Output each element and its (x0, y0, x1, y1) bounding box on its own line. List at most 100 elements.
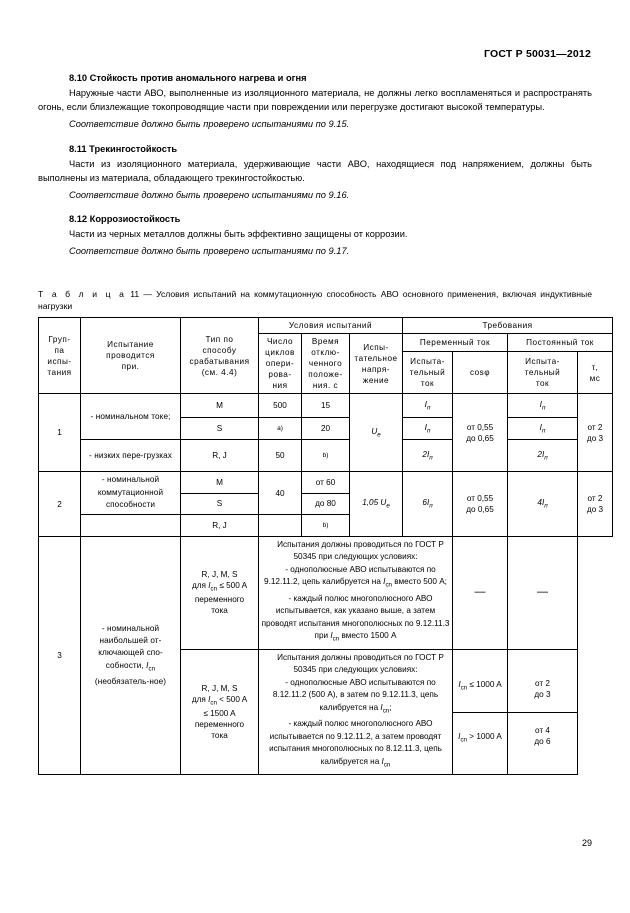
group3b-tau-2: от 4 до 6 (508, 713, 577, 759)
table-header-row-1: Груп- па испы- тания Испытание проводитс… (38, 317, 614, 395)
group1-ac-current-value-rj: 2Iп (422, 449, 433, 462)
header-type-line2: способу (202, 345, 237, 355)
page-number: 29 (581, 838, 592, 848)
group2-tau-line1: от 2 (587, 494, 603, 504)
section-body-8-10: Наружные части АВО, выполненные из изоля… (38, 88, 592, 113)
group2-number: 2 (38, 471, 81, 537)
group2-cos-phi: от 0,55 до 0,65 (452, 471, 508, 537)
group3b-dc-current-1: Icn ≤ 1000 A (453, 661, 507, 713)
group1-voltage-value: Uе (371, 426, 381, 439)
table-row: 1 - номинальном токе; M 500 15 Uе Iп от … (38, 393, 614, 473)
group1-type-m: M (180, 393, 259, 419)
header-ac-current-line1: Испыта- (410, 357, 445, 367)
test-conditions-table: Груп- па испы- тания Испытание проводитс… (38, 317, 614, 776)
group2-cycles: 40 (258, 471, 302, 515)
header-dc-current-line3: ток (535, 379, 550, 389)
header-test-conducted-at: Испытание проводится при. (80, 317, 181, 395)
group3a-procedure-p3: - каждый полюс многополюсного АВО испыты… (261, 593, 450, 644)
group3a-dc-current: — (452, 535, 508, 650)
group1-offtime-m: 15 (301, 393, 350, 419)
group3b-type-line3: ≤ 1500 A (203, 709, 236, 719)
table-caption-number: 11 (130, 288, 140, 299)
group3b-procedure-p1: Испытания должны проводиться по ГОСТ Р 5… (277, 652, 444, 675)
group2-tau-line2: до 3 (586, 505, 604, 515)
header-test-at-line1: Испытание (107, 340, 154, 350)
header-type-line3: срабатывания (189, 356, 250, 366)
table-row: 2 - номинальной коммутационной способнос… (38, 471, 614, 537)
header-group-line2: па (54, 345, 65, 355)
header-cycles-line3: опери- (265, 359, 295, 369)
header-tau-line2: мс (589, 373, 601, 383)
section-title-8-11: 8.11 Трекингостойкость (69, 143, 178, 154)
group2-voltage-value: 1,05 Uе (362, 497, 390, 510)
group3a-type: R, J, M, S для Icn ≤ 500 A переменного т… (180, 535, 259, 650)
table-caption-text: Условия испытаний на коммутационную спос… (38, 288, 592, 312)
header-cycles-line4: рова- (268, 370, 292, 380)
group1-offtime-s: 20 (301, 417, 350, 441)
group3b-tau-2-line2: до 6 (534, 736, 551, 746)
group3a-procedure-p1: Испытания должны проводиться по ГОСТ Р 5… (277, 539, 444, 562)
group3b-tau-1-line2: до 3 (534, 689, 551, 699)
group3a-type-line1: R, J, M, S (201, 569, 238, 579)
group1-ac-current-m: Iп (402, 393, 453, 419)
header-ac-current-group: Переменный ток (402, 333, 508, 353)
header-type-line4: (см. 4.4) (201, 367, 238, 377)
group1-dc-current-rj: 2Iп (507, 439, 578, 473)
header-requirements: Требования (401, 317, 614, 335)
section-title-8-10: 8.10 Стойкость против аномального нагрев… (69, 73, 307, 83)
group1-condition-low-overload: - низких пере-грузках (80, 439, 181, 473)
table-caption-dash: — (143, 288, 152, 299)
group3b-dc-current-2: Icn > 1000 A (458, 731, 502, 744)
header-offtime-line4: положе- (308, 370, 343, 380)
group1-dc-current-value-m: Iп (539, 399, 546, 412)
group1-type-s: S (180, 417, 259, 441)
group2-offtime-footnote: b) (301, 513, 350, 537)
group2-type-rj: R, J (180, 513, 259, 537)
group3b-type-line2: для Icn < 500 A (191, 694, 248, 707)
header-tau-line1: τ, (591, 362, 599, 372)
header-test-at-line3: при. (121, 362, 140, 372)
header-test-at-line2: проводится (106, 351, 155, 361)
header-test-conditions: Условия испытаний (258, 317, 403, 335)
group3b-tau-1: от 2 до 3 (508, 666, 577, 713)
table-caption: Т а б л и ц а 11 — Условия испытаний на … (38, 288, 592, 313)
group1-ac-current-value-s: Iп (424, 422, 431, 435)
header-ac-test-current: Испыта- тельный ток (402, 351, 453, 395)
section-body-8-11: Части из изоляционного материала, удержи… (38, 158, 592, 183)
group1-type-rj: R, J (180, 439, 259, 473)
group3b-procedure-p2: - однополюсные АВО испытываются по 8.12.… (272, 677, 439, 715)
group1-ac-current-rj: 2Iп (402, 439, 453, 473)
group3b-dc-current-cell: Icn ≤ 1000 A Icn > 1000 A (452, 648, 508, 776)
group2-ac-current-value: 6Iп (422, 497, 433, 510)
header-group-line1: Груп- (48, 334, 71, 344)
header-offtime-line1: Время (311, 337, 340, 347)
group1-dc-current-s: Iп (507, 417, 578, 441)
header-voltage-line2: тательное (354, 353, 398, 363)
section-title-8-12: 8.12 Коррозиостойкость (69, 214, 181, 225)
group2-test-voltage: 1,05 Uе (349, 471, 403, 537)
header-voltage-line1: Испы- (363, 342, 389, 352)
group3b-type-line5: тока (211, 731, 228, 741)
header-test-voltage: Испы- тательное напря- жение (349, 333, 403, 395)
table-caption-label: Т а б л и ц а (38, 288, 127, 299)
group1-dc-current-value-s: Iп (539, 422, 546, 435)
header-operating-cycles: Число циклов опери- рова- ния (258, 333, 302, 395)
group1-cycles-m: 500 (258, 393, 302, 419)
group2-dc-current: 4Iп (507, 471, 578, 537)
header-off-time: Время отклю- ченного положе- ния. с (301, 333, 350, 395)
header-group: Груп- па испы- тания (38, 317, 81, 395)
group3b-type: R, J, M, S для Icn < 500 A ≤ 1500 A пере… (180, 648, 259, 776)
group1-number: 1 (38, 393, 81, 473)
conformity-note-8-11: Соответствие должно быть проверено испыт… (69, 190, 350, 201)
group3b-type-line1: R, J, M, S (201, 683, 238, 693)
header-voltage-line3: напря- (361, 364, 391, 374)
group2-tau: от 2 до 3 (576, 471, 614, 537)
group2-type-m: M (180, 471, 259, 494)
standard-header: ГОСТ Р 50031—2012 (483, 48, 591, 60)
header-group-line3: испы- (47, 356, 72, 366)
section-body-8-12: Части из черных металлов должны быть эфф… (69, 229, 408, 240)
group2-condition-empty (80, 513, 181, 537)
table-header-row-3: Испыта- тельный ток cosφ Испыта- тельный… (39, 351, 614, 395)
group3-number: 3 (38, 535, 81, 776)
group1-cosphi-line1: от 0,55 (466, 422, 494, 432)
